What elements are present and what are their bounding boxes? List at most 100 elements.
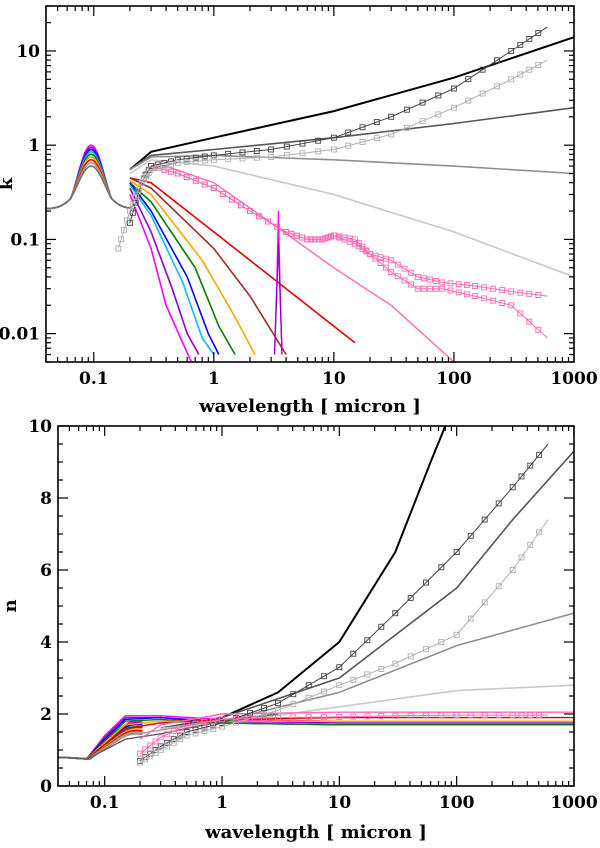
- k-series-marker: [388, 131, 395, 138]
- n-series-marker: [290, 691, 297, 698]
- k-series-marker: [490, 285, 497, 292]
- n-series-marker: [305, 714, 312, 721]
- k-series-marker: [439, 279, 446, 286]
- k-series-marker: [401, 277, 408, 284]
- n-series-marker: [192, 730, 199, 737]
- n-series-marker: [438, 712, 445, 719]
- n-series-marker: [481, 599, 488, 606]
- n-series-marker: [183, 732, 190, 739]
- n-y-tick-label: 8: [40, 489, 52, 509]
- n-series-marker: [407, 594, 414, 601]
- k-series-marker: [403, 106, 410, 113]
- k-series-line: [129, 106, 574, 171]
- n-series-marker: [336, 682, 343, 689]
- n-series-marker: [321, 673, 327, 680]
- k-series-marker: [479, 66, 486, 73]
- k-series-line: [129, 177, 356, 344]
- k-series-marker: [283, 143, 290, 150]
- k-series-marker: [465, 97, 472, 104]
- k-series-line: [129, 26, 548, 223]
- k-series-marker: [526, 290, 533, 297]
- n-series-marker: [192, 720, 199, 727]
- k-series-marker: [148, 163, 155, 170]
- n-x-tick-label: 1000: [550, 793, 597, 813]
- k-series-marker: [192, 154, 199, 161]
- n-series-marker: [305, 682, 312, 689]
- n-y-tick-label: 2: [40, 705, 52, 725]
- n-series-marker: [170, 736, 177, 743]
- k-series-marker: [508, 48, 515, 54]
- n-series-marker: [536, 451, 543, 458]
- k-series-marker: [210, 185, 217, 192]
- n-series-marker: [142, 746, 149, 753]
- n-series-marker: [275, 700, 281, 707]
- n-series-marker: [527, 541, 534, 548]
- n-series-marker: [378, 713, 385, 720]
- k-series-marker: [239, 149, 246, 156]
- k-series-line: [150, 165, 548, 339]
- k-series-marker: [219, 190, 226, 197]
- k-series-marker: [535, 326, 542, 333]
- k-series-marker: [427, 276, 434, 283]
- k-series-marker: [493, 57, 500, 64]
- n-series-marker: [233, 716, 239, 722]
- k-series-marker: [210, 156, 217, 163]
- n-series-marker: [210, 722, 217, 729]
- n-series-marker: [527, 712, 534, 719]
- n-y-tick-label: 4: [40, 633, 52, 653]
- k-series-marker: [490, 297, 497, 304]
- k-series-marker: [330, 134, 337, 141]
- k-series-marker: [435, 92, 442, 99]
- n-series-marker: [453, 549, 460, 555]
- k-series-marker: [419, 99, 426, 106]
- k-series-marker: [330, 146, 337, 153]
- n-series-marker: [290, 701, 297, 708]
- k-series-marker: [174, 170, 181, 177]
- n-series-marker: [275, 714, 281, 721]
- k-series-marker: [373, 119, 380, 125]
- k-series-marker: [517, 289, 524, 296]
- n-series-marker: [192, 726, 199, 733]
- k-series-marker: [201, 181, 208, 188]
- k-series-marker: [132, 193, 139, 200]
- k-series-marker: [455, 289, 462, 296]
- k-series-marker: [414, 273, 421, 280]
- n-plot-frame: [57, 425, 575, 787]
- n-series-marker: [177, 736, 184, 743]
- k-series-marker: [463, 291, 470, 298]
- n-series-line: [139, 714, 548, 754]
- k-series-marker: [526, 35, 533, 42]
- k-x-tick-label: 100: [436, 369, 472, 389]
- n-series-marker: [423, 646, 429, 653]
- n-series-marker: [233, 719, 239, 726]
- k-series-marker: [420, 285, 427, 292]
- k-series-line: [129, 182, 236, 355]
- n-y-tick-label: 10: [28, 417, 52, 437]
- k-series-marker: [394, 273, 401, 280]
- k-series-marker: [315, 137, 322, 144]
- k-series-marker: [253, 154, 260, 161]
- n-series-marker: [164, 743, 171, 750]
- k-series-marker: [210, 152, 217, 159]
- k-series-marker: [359, 124, 366, 131]
- k-series-marker: [237, 202, 244, 209]
- k-series-line: [117, 59, 548, 249]
- k-series-marker: [345, 142, 352, 149]
- k-series-marker: [388, 269, 395, 276]
- n-series-marker: [219, 716, 225, 723]
- n-series-marker: [423, 712, 429, 719]
- k-series-marker: [168, 158, 174, 165]
- k-series-marker: [124, 217, 130, 224]
- k-series-marker: [148, 166, 155, 173]
- k-tick-layer: [45, 5, 575, 363]
- n-series-marker: [321, 688, 327, 695]
- k-series-marker: [508, 302, 515, 309]
- k-series-marker: [403, 124, 410, 131]
- n-series-line: [139, 519, 549, 764]
- n-series-marker: [261, 705, 267, 712]
- n-series-layer: [58, 426, 574, 766]
- n-series-marker: [350, 713, 357, 720]
- n-series-marker: [170, 739, 177, 746]
- k-series-line: [273, 243, 283, 355]
- k-series-marker: [129, 201, 136, 207]
